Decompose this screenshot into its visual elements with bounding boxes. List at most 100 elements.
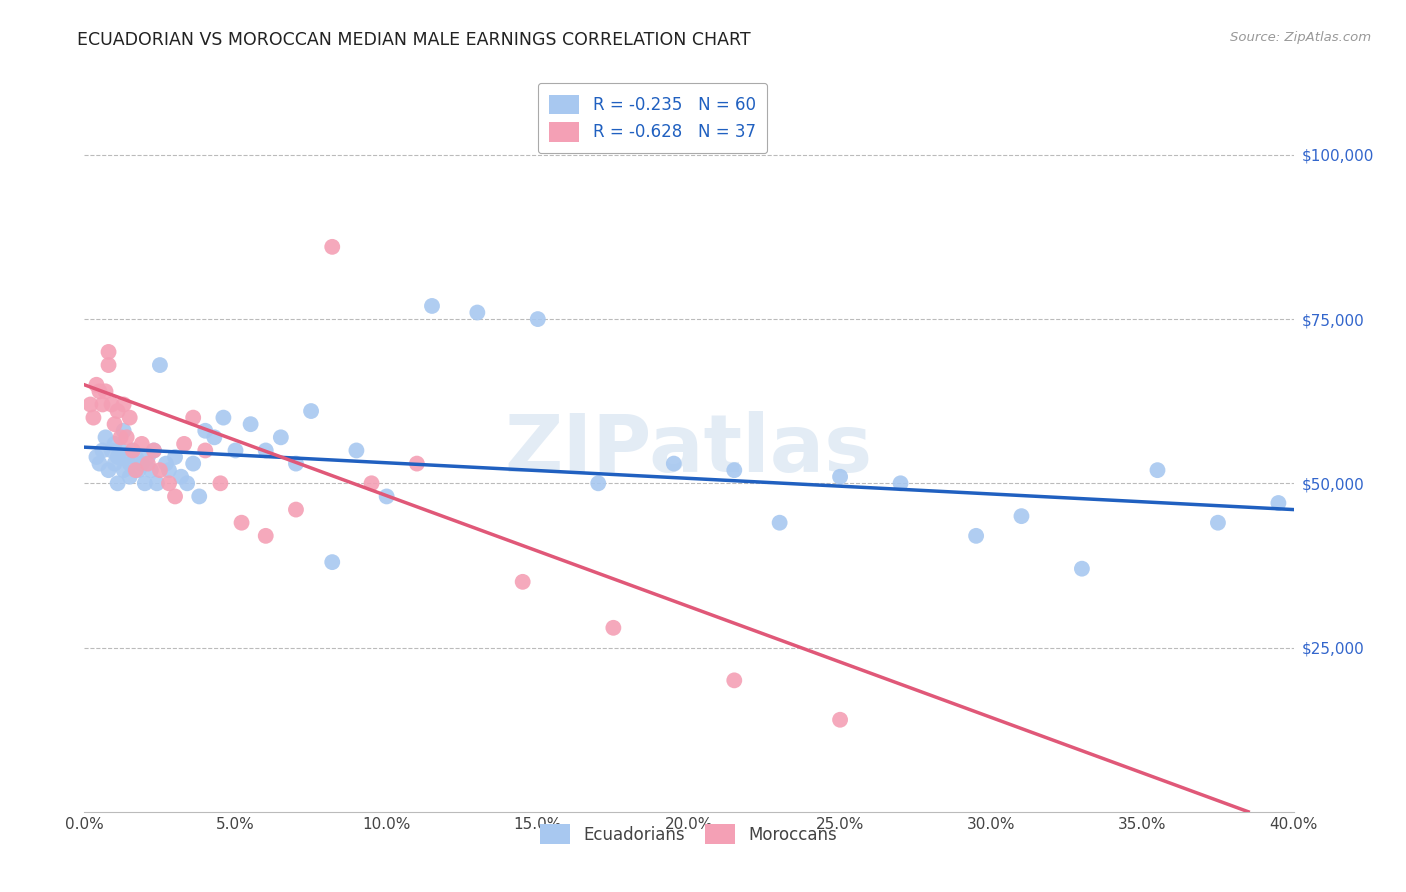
Point [91,443,114,458]
Point [97,463,120,477]
Point [299,404,322,418]
Point [115,430,138,444]
Text: ECUADORIAN VS MOROCCAN MEDIAN MALE EARNINGS CORRELATION CHART: ECUADORIAN VS MOROCCAN MEDIAN MALE EARNI… [77,31,751,49]
Point [121,443,143,458]
Point [1146,463,1168,477]
Point [254,443,277,458]
Point [139,463,162,477]
Point [360,476,382,491]
Point [830,469,852,483]
Point [107,450,129,464]
Point [406,457,429,471]
Point [86,450,108,464]
Point [769,516,792,530]
Point [723,673,745,688]
Point [239,417,262,432]
Point [100,443,122,458]
Point [146,476,169,491]
Point [420,299,443,313]
Point [285,457,308,471]
Point [107,476,129,491]
Point [181,457,204,471]
Point [321,555,343,569]
Point [149,358,172,372]
Point [149,463,172,477]
Point [79,397,101,411]
Point [94,384,117,399]
Point [136,450,159,464]
Point [97,345,120,359]
Point [662,457,685,471]
Text: ZIPatlas: ZIPatlas [505,411,873,490]
Point [142,443,165,458]
Point [176,476,198,491]
Point [1206,516,1229,530]
Point [254,529,277,543]
Point [890,476,912,491]
Point [346,443,368,458]
Point [194,424,217,438]
Point [94,430,117,444]
Point [82,410,104,425]
Point [142,443,165,458]
Point [231,516,253,530]
Point [86,377,108,392]
Point [157,463,180,477]
Point [965,529,987,543]
Point [170,469,193,483]
Point [125,463,148,477]
Point [270,430,292,444]
Point [136,457,159,471]
Point [1071,562,1094,576]
Point [110,430,132,444]
Point [181,410,204,425]
Point [91,397,114,411]
Point [112,424,135,438]
Point [165,450,187,464]
Point [165,490,187,504]
Point [1011,509,1033,524]
Point [107,404,129,418]
Text: Source: ZipAtlas.com: Source: ZipAtlas.com [1230,31,1371,45]
Point [602,621,624,635]
Point [128,463,150,477]
Point [112,397,135,411]
Point [118,457,141,471]
Point [723,463,745,477]
Point [118,410,141,425]
Point [467,305,489,319]
Point [173,437,195,451]
Point [188,490,211,504]
Point [89,384,111,399]
Point [112,463,135,477]
Point [157,476,180,491]
Point [202,430,225,444]
Point [131,457,153,471]
Point [115,450,138,464]
Point [375,490,398,504]
Point [285,502,308,516]
Point [194,443,217,458]
Point [125,450,148,464]
Point [131,437,153,451]
Point [209,476,232,491]
Point [110,443,132,458]
Point [134,476,156,491]
Point [100,397,122,411]
Point [155,457,177,471]
Point [118,469,141,483]
Point [104,417,127,432]
Point [89,457,111,471]
Point [512,574,534,589]
Point [225,443,247,458]
Point [97,358,120,372]
Point [321,240,343,254]
Legend: Ecuadorians, Moroccans: Ecuadorians, Moroccans [534,818,844,850]
Point [588,476,610,491]
Point [830,713,852,727]
Point [527,312,550,326]
Point [121,443,143,458]
Point [212,410,235,425]
Point [104,437,127,451]
Point [104,457,127,471]
